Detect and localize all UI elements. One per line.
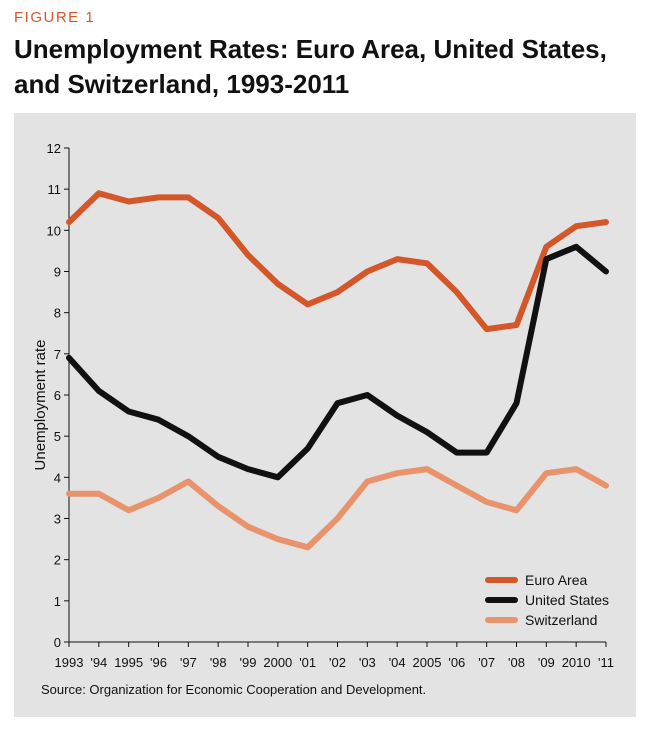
legend-label-switzerland: Switzerland (525, 612, 597, 628)
y-tick-label: 5 (54, 429, 61, 444)
x-tick-label: '09 (538, 655, 555, 670)
source-note: Source: Organization for Economic Cooper… (41, 682, 427, 697)
x-tick-label: '01 (299, 655, 316, 670)
x-tick-label: '06 (448, 655, 465, 670)
x-tick-label: '98 (210, 655, 227, 670)
y-tick-label: 11 (48, 182, 62, 197)
x-tick-label: 1993 (55, 655, 84, 670)
x-axis-ticks: 1993 '94 1995 '96 '97 '98 '99 2000 '01 '02 '03 '04 2… (55, 642, 614, 670)
series-line-euro-area (66, 190, 609, 333)
legend: Euro Area United States Switzerland (485, 572, 609, 628)
y-tick-label: 3 (54, 512, 61, 527)
x-tick-label: '96 (150, 655, 167, 670)
x-tick-label: '08 (508, 655, 525, 670)
x-tick-label: '02 (329, 655, 346, 670)
y-tick-label: 2 (54, 553, 61, 568)
x-tick-label: '11 (598, 655, 614, 670)
y-tick-label: 10 (47, 223, 61, 238)
series-line-united-states (66, 243, 609, 481)
chart-panel (14, 113, 636, 717)
x-tick-label: 2005 (413, 655, 442, 670)
chart-title: Unemployment Rates: Euro Area, United St… (14, 34, 607, 99)
x-tick-label: '03 (359, 655, 376, 670)
x-tick-label: 2010 (562, 655, 591, 670)
y-tick-label: 1 (54, 594, 61, 609)
y-tick-label: 4 (54, 470, 61, 485)
x-tick-label: '99 (240, 655, 257, 670)
x-tick-label: '97 (180, 655, 197, 670)
x-tick-label: 1995 (114, 655, 143, 670)
legend-label-euro-area: Euro Area (525, 572, 587, 588)
y-tick-label: 12 (47, 141, 61, 156)
y-tick-label: 9 (54, 265, 61, 280)
legend-label-united-states: United States (525, 592, 609, 608)
y-axis-label: Unemployment rate (32, 340, 49, 471)
x-tick-label: '07 (478, 655, 495, 670)
series-line-switzerland (66, 466, 609, 551)
x-tick-label: '04 (389, 655, 406, 670)
x-tick-label: '94 (90, 655, 107, 670)
y-tick-label: 7 (54, 347, 61, 362)
figure-label: FIGURE 1 (14, 9, 96, 26)
y-tick-label: 6 (54, 388, 61, 403)
y-tick-label: 0 (54, 635, 61, 650)
series-lines (66, 190, 609, 551)
y-tick-label: 8 (54, 306, 61, 321)
x-tick-label: 2000 (263, 655, 292, 670)
